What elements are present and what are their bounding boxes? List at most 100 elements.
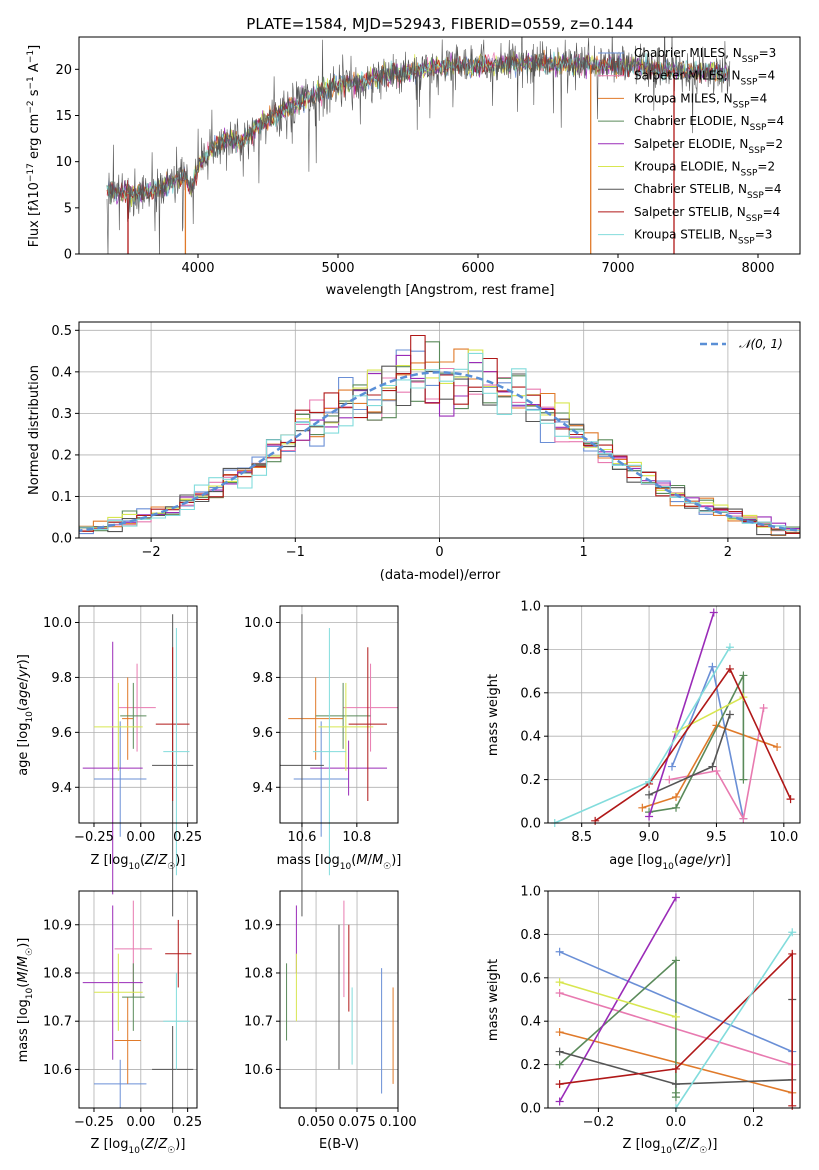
weight-marker-chabrier_stelib (671, 1080, 680, 1089)
spectrum-x-tick-label: 5000 (321, 261, 354, 276)
mZ-y-tick-label: 10.9 (43, 918, 72, 933)
errorbar-point-chabrier_elodie (315, 682, 371, 749)
wZ-y-tick-label: 0.6 (520, 971, 541, 986)
weight-marker-salpeter_miles (665, 775, 674, 784)
age-mass-x-axis-label: mass [log10(M/M☉)] (277, 853, 402, 872)
hist-y-tick-label: 0.5 (51, 324, 72, 339)
errorbar-point-kroupa_elodie (318, 682, 374, 771)
wAge-x-tick-label: 8.5 (571, 830, 592, 845)
errorbar-point-chabrier_miles (293, 721, 349, 837)
wAge-y-tick-label: 1.0 (520, 600, 541, 615)
spectrum-x-tick-label: 4000 (181, 261, 214, 276)
ageM-x-tick-label: 10.8 (342, 830, 371, 845)
mass-ebv-axes-frame (279, 890, 399, 1109)
chart-title: PLATE=1584, MJD=52943, FIBERID=0559, z=0… (246, 15, 633, 33)
wAge-y-tick-label: 0.2 (520, 773, 541, 788)
weight-marker-chabrier_miles (555, 947, 564, 956)
hist-y-tick-label: 0.0 (51, 532, 72, 547)
mZ-y-tick-label: 10.7 (43, 1015, 72, 1030)
ageZ-x-tick-label: 0.00 (126, 830, 155, 845)
wAge-y-tick-label: 0.0 (520, 817, 541, 832)
weight-marker-salpeter_elodie (709, 608, 718, 617)
hist-y-tick-label: 0.4 (51, 365, 72, 380)
weight-marker-chabrier_elodie (672, 803, 681, 812)
weight-line-kroupa_elodie (675, 696, 744, 733)
spectrum-y-tick-label: 10 (55, 155, 72, 170)
ageM-y-tick-label: 9.8 (252, 671, 273, 686)
mE-y-tick-label: 10.7 (244, 1015, 273, 1030)
weight-marker-salpeter_elodie (645, 812, 654, 821)
ageZ-x-tick-label: −0.25 (74, 830, 114, 845)
legend-label-chabrier_stelib: Chabrier STELIB, NSSP=4 (634, 182, 782, 201)
spectrum-lines (106, 37, 731, 254)
weight-marker-kroupa_miles (638, 803, 647, 812)
mZ-x-tick-label: −0.25 (74, 1115, 114, 1130)
weight-marker-salpeter_stelib (555, 1080, 564, 1089)
weight-marker-chabrier_stelib (725, 710, 734, 719)
mE-x-tick-label: 0.100 (379, 1115, 416, 1130)
spectrum-x-axis-label: wavelength [Angstrom, rest frame] (326, 283, 555, 298)
age-vs-metallicity-panel: −0.25 0.00 0.25 9.4 9.6 9.8 10.0 Z [log10(Z/Z☉… (16, 605, 202, 917)
weight-marker-salpeter_stelib (725, 664, 734, 673)
hist-x-tick-label: 1 (580, 545, 588, 560)
hist-y-tick-label: 0.1 (51, 490, 72, 505)
weight-line-salpeter_stelib (559, 951, 793, 1106)
ageM-x-tick-label: 10.6 (287, 830, 316, 845)
mZ-y-tick-label: 10.8 (43, 966, 72, 981)
weight-marker-chabrier_elodie (739, 775, 748, 784)
weight-marker-kroupa_stelib (725, 643, 734, 652)
errorbar-point-chabrier_stelib (152, 1026, 194, 1113)
errorbar-point-kroupa_stelib (163, 627, 190, 876)
wAge-y-tick-label: 0.4 (520, 730, 541, 745)
weight-marker-chabrier_elodie (671, 956, 680, 965)
histogram-legend: 𝒩(0, 1) (700, 337, 783, 351)
weight-vs-age-panel: 8.5 9.0 9.5 10.0 0.0 0.2 0.4 0.6 0.8 1.0 age [log… (486, 600, 801, 872)
weight-marker-salpeter_miles (759, 703, 768, 712)
hist-y-tick-label: 0.2 (51, 448, 72, 463)
legend-label-salpeter_stelib: Salpeter STELIB, NSSP=4 (634, 205, 780, 224)
spectrum-x-tick-label: 7000 (601, 261, 634, 276)
hist-x-tick-label: 2 (724, 545, 732, 560)
age-vs-mass-panel: 10.6 10.8 9.4 9.6 9.8 10.0 mass [log10(M/M☉)] (244, 605, 402, 917)
histogram-x-axis-label: (data-model)/error (380, 568, 501, 583)
weight-age-axes-frame (547, 605, 801, 824)
mZ-y-tick-label: 10.6 (43, 1063, 72, 1078)
normal-dist-legend-label: 𝒩(0, 1) (739, 337, 783, 351)
errorbar-point-kroupa_stelib (312, 627, 346, 876)
weight-line-kroupa_miles (642, 724, 778, 809)
mass-z-y-axis-label: mass [log10(M/M☉)] (16, 938, 35, 1063)
weight-marker-chabrier_stelib (708, 762, 717, 771)
legend-label-chabrier_elodie: Chabrier ELODIE, NSSP=4 (634, 114, 784, 133)
weight-line-kroupa_stelib (675, 931, 793, 1109)
spectrum-y-tick-label: 20 (55, 63, 72, 78)
weight-line-salpeter_elodie (648, 612, 715, 817)
spectrum-y-tick-label: 15 (55, 109, 72, 124)
ageZ-y-tick-label: 9.8 (51, 671, 72, 686)
weight-marker-salpeter_stelib (788, 949, 797, 958)
wZ-y-tick-label: 0.4 (520, 1015, 541, 1030)
wZ-x-tick-label: −0.2 (583, 1115, 615, 1130)
ageZ-y-tick-label: 10.0 (43, 616, 72, 631)
errorbar-point-chabrier_elodie (120, 682, 147, 749)
weight-line-chabrier_elodie (648, 675, 745, 813)
weight-marker-kroupa_elodie (555, 978, 564, 987)
wZ-x-tick-label: 0.0 (666, 1115, 687, 1130)
spectrum-axes-frame (78, 36, 801, 255)
wAge-x-tick-label: 9.5 (706, 830, 727, 845)
wZ-x-tick-label: 0.2 (743, 1115, 764, 1130)
spectrum-y-axis-label: Flux [fλ10−17 erg cm−2 s−1 A−1] (26, 45, 42, 247)
weight-marker-kroupa_stelib (788, 928, 797, 937)
weight-marker-chabrier_stelib (645, 790, 654, 799)
weight-marker-chabrier_miles (708, 662, 717, 671)
hist-x-tick-label: −1 (286, 545, 305, 560)
wAge-x-tick-label: 10.0 (769, 830, 798, 845)
errorbar-point-kroupa_elodie (93, 953, 143, 1031)
mE-y-tick-label: 10.6 (244, 1063, 273, 1078)
weight-marker-kroupa_elodie (671, 1012, 680, 1021)
weight-marker-salpeter_stelib (786, 795, 795, 804)
wZ-y-tick-label: 0.2 (520, 1058, 541, 1073)
errorbar-point-chabrier_miles (93, 1059, 147, 1108)
wAge-x-tick-label: 9.0 (639, 830, 660, 845)
histogram-series (79, 334, 800, 536)
